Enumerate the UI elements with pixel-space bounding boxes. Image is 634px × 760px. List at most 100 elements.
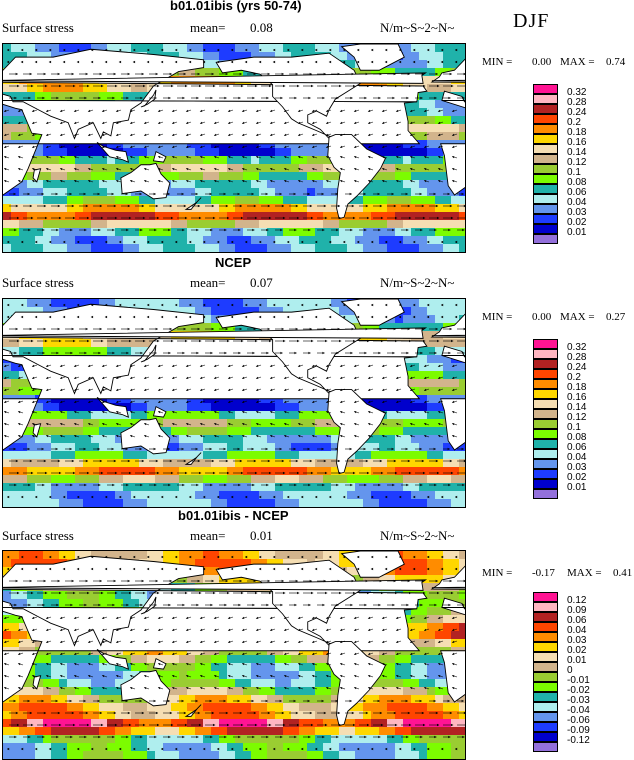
vector-head: [60, 400, 63, 404]
field-cell: [331, 427, 339, 435]
vector-head: [452, 388, 455, 392]
field-cell: [131, 156, 139, 164]
field-cell: [99, 483, 107, 491]
legend-label: 0.01: [567, 227, 587, 238]
field-cell: [411, 483, 419, 491]
field-cell: [11, 228, 19, 236]
vector-head: [241, 179, 245, 183]
vector-head: [171, 364, 175, 368]
field-cell: [411, 164, 419, 172]
field-cell: [427, 180, 435, 188]
field-cell: [363, 204, 371, 212]
field-cell: [131, 244, 139, 252]
field-cell: [139, 212, 147, 220]
field-cell: [243, 52, 251, 60]
field-cell: [395, 196, 403, 204]
field-cell: [35, 204, 43, 212]
field-cell: [307, 467, 315, 475]
field-cell: [67, 419, 75, 427]
field-cell: [75, 491, 83, 499]
field-cell: [243, 244, 251, 252]
vector-head: [142, 216, 146, 220]
vector-head: [393, 204, 397, 208]
field-cell: [43, 411, 51, 419]
field-cell: [427, 307, 435, 315]
field-cell: [275, 299, 283, 307]
field-cell: [203, 483, 211, 491]
field-cell: [235, 411, 243, 419]
field-cell: [459, 252, 466, 253]
vector-head: [423, 376, 427, 380]
field-cell: [115, 244, 123, 252]
field-cell: [155, 204, 163, 212]
field-cell: [43, 507, 51, 508]
field-cell: [267, 212, 275, 220]
field-cell: [83, 483, 91, 491]
field-cell: [403, 252, 411, 253]
field-cell: [251, 491, 259, 499]
field-cell: [211, 419, 219, 427]
field-cell: [419, 180, 427, 188]
field-cell: [19, 228, 27, 236]
field-cell: [115, 180, 123, 188]
vector-head: [267, 327, 270, 331]
field-cell: [91, 188, 99, 196]
field-cell: [43, 196, 51, 204]
field-cell: [75, 220, 83, 228]
field-cell: [419, 140, 427, 148]
field-cell: [211, 443, 219, 451]
field-cell: [27, 491, 35, 499]
field-cell: [75, 339, 83, 347]
vector-head: [354, 133, 357, 137]
field-cell: [155, 459, 163, 467]
field-cell: [291, 188, 299, 196]
field-cell: [419, 220, 427, 228]
field-cell: [331, 451, 339, 459]
vector-head: [255, 179, 259, 183]
vector-head: [230, 60, 234, 64]
vector-head: [213, 121, 217, 125]
field-cell: [339, 236, 347, 244]
vector-head: [242, 400, 245, 404]
vector-head: [396, 400, 399, 404]
field-cell: [283, 459, 291, 467]
vector-head: [438, 133, 441, 137]
vector-head: [283, 376, 287, 380]
vector-head: [74, 410, 77, 414]
field-cell: [387, 323, 395, 331]
vector-head: [392, 228, 395, 232]
vector-head: [438, 155, 441, 159]
field-cell: [435, 204, 443, 212]
field-cell: [99, 164, 107, 172]
vector-head: [297, 84, 300, 88]
vector-head: [17, 167, 21, 171]
field-cell: [283, 419, 291, 427]
vector-head: [115, 167, 119, 171]
field-cell: [179, 411, 187, 419]
vector-head: [412, 303, 416, 307]
field-cell: [19, 435, 27, 443]
field-cell: [411, 236, 419, 244]
field-cell: [395, 467, 403, 475]
vector-head: [435, 72, 438, 76]
field-cell: [403, 307, 411, 315]
panel1-title: b01.01ibis (yrs 50-74): [170, 0, 302, 13]
field-cell: [451, 507, 459, 508]
vector-head: [422, 216, 426, 220]
field-cell: [291, 475, 299, 483]
field-cell: [187, 252, 195, 253]
vector-head: [116, 410, 119, 414]
field-cell: [251, 188, 259, 196]
vector-head: [328, 315, 332, 319]
vector-head: [283, 109, 287, 113]
field-cell: [115, 451, 123, 459]
field-cell: [219, 172, 227, 180]
field-cell: [19, 483, 27, 491]
field-cell: [83, 339, 91, 347]
vector-head: [228, 133, 231, 137]
field-cell: [379, 427, 387, 435]
vector-head: [104, 48, 108, 52]
vector-head: [410, 133, 413, 137]
vector-head: [395, 84, 398, 88]
field-cell: [83, 491, 91, 499]
